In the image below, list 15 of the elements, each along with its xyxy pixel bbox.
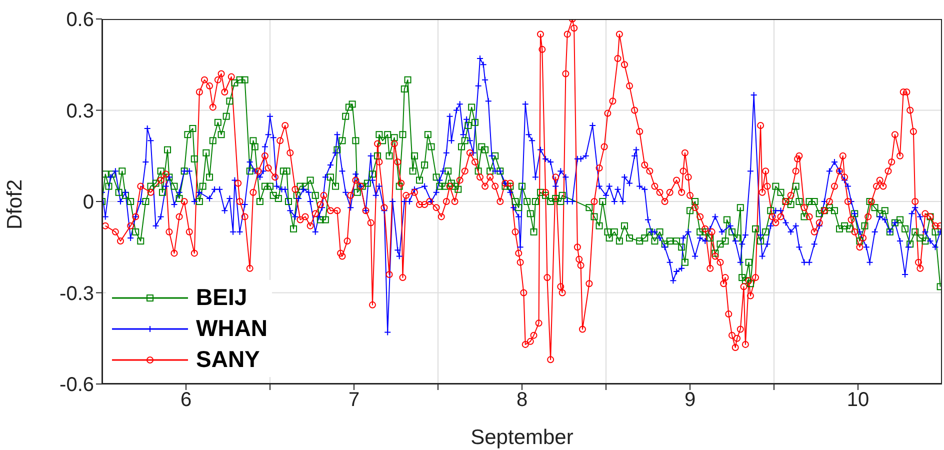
y-tick-label: -0.6 [60, 374, 94, 396]
y-tick-label: -0.3 [60, 282, 94, 305]
legend-label: SANY [196, 346, 260, 373]
legend-label: BEIJ [196, 284, 248, 311]
x-axis-title: September [470, 426, 574, 449]
x-tick-label: 10 [846, 389, 870, 412]
y-tick-label: 0 [82, 192, 94, 214]
y-tick-label: 0.3 [66, 100, 94, 122]
legend-label: WHAN [196, 315, 268, 342]
x-tick-label: 6 [180, 389, 192, 412]
y-tick-label: 0.6 [66, 9, 94, 32]
x-tick-label: 9 [684, 389, 696, 412]
y-axis-title: Dfof2 [3, 179, 26, 230]
x-tick-label: 7 [348, 389, 360, 412]
x-tick-label: 8 [516, 389, 528, 412]
